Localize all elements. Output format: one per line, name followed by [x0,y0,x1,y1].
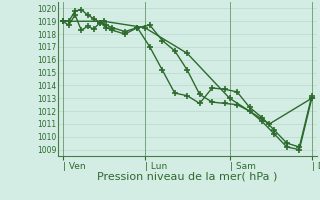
X-axis label: Pression niveau de la mer( hPa ): Pression niveau de la mer( hPa ) [97,172,277,182]
